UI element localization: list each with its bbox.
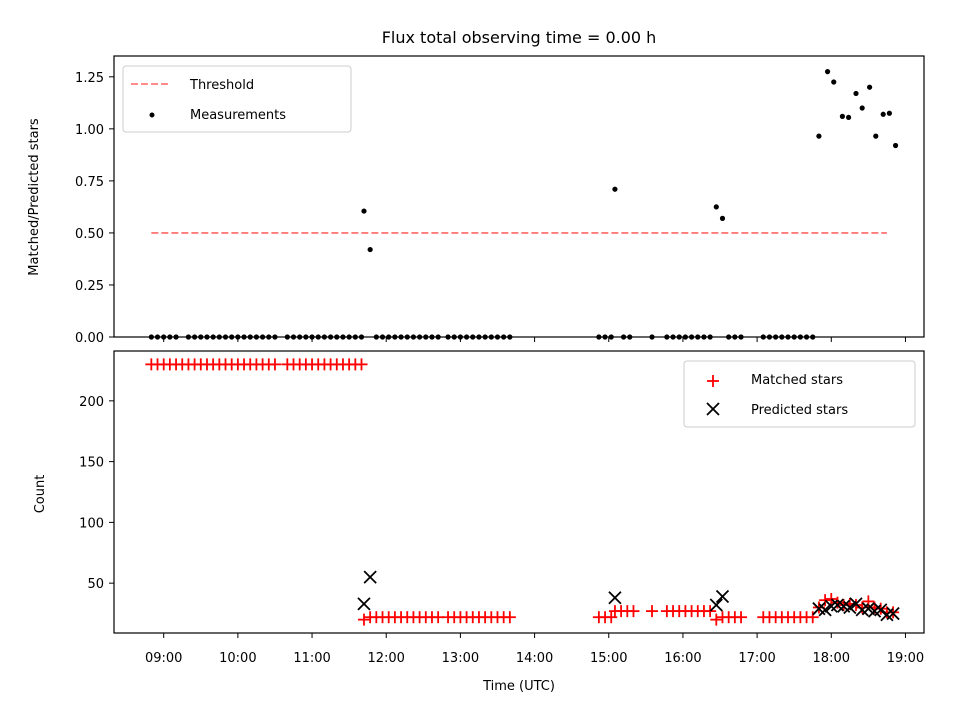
predicted-star-point <box>357 597 371 611</box>
count-y-tick-label: 100 <box>79 516 104 531</box>
measurement-point <box>880 111 886 117</box>
ratio-legend-box <box>122 65 352 133</box>
x-axis-label: Time (UTC) <box>482 679 555 694</box>
matched-star-point <box>704 605 717 618</box>
matched-star-point <box>825 592 838 605</box>
x-tick-label: 12:00 <box>367 651 404 666</box>
measurements-legend-swatch <box>149 112 155 118</box>
threshold-legend-label: Threshold <box>189 78 254 93</box>
measurement-point <box>859 105 865 111</box>
predicted-star-point <box>874 603 888 617</box>
ratio-y-tick-label: 0.50 <box>75 227 104 242</box>
count-panel-frame <box>113 350 925 634</box>
x-tick-label: 18:00 <box>813 651 850 666</box>
x-tick-label: 10:00 <box>219 651 256 666</box>
measurement-point <box>853 90 859 97</box>
ratio-legend: Threshold Measurements <box>122 65 352 133</box>
x-tick-label: 19:00 <box>887 651 924 666</box>
count-panel: 50 100 150 200 09:00 10:00 11:00 12:00 13:00 14:0… <box>33 350 925 694</box>
measurement-point <box>367 246 373 253</box>
x-tick-label: 13:00 <box>442 651 479 666</box>
measurement-point <box>867 84 873 90</box>
matched-star-point <box>806 611 819 624</box>
measurement-point <box>824 69 831 75</box>
measurement-point <box>831 79 837 85</box>
matched-legend-swatch <box>707 375 719 387</box>
ratio-y-tick-label: 1.00 <box>75 123 104 138</box>
ratio-y-tick-label: 0.00 <box>75 331 104 346</box>
ratio-panel-frame <box>113 55 925 338</box>
matched-star-point <box>831 596 844 609</box>
x-tick-label: 15:00 <box>590 651 627 666</box>
measurement-point <box>839 113 846 119</box>
count-y-tick-label: 50 <box>87 577 104 592</box>
measurement-point <box>886 110 892 116</box>
predicted-star-point <box>886 606 900 621</box>
measurement-point <box>892 142 899 149</box>
measurement-point <box>713 204 719 210</box>
measurement-point <box>361 208 367 214</box>
x-tick-label: 11:00 <box>293 651 330 666</box>
predicted-star-point <box>608 591 622 605</box>
measurement-point <box>873 133 879 139</box>
ratio-panel: 0.00 0.25 0.50 0.75 1.00 1.25 Matched/Predict… <box>27 55 925 346</box>
predicted-legend-label: Predicted stars <box>751 403 848 418</box>
measurement-point <box>845 114 852 121</box>
predicted-star-point <box>709 598 723 612</box>
matched-star-point <box>646 605 659 618</box>
predicted-star-point <box>715 589 730 604</box>
count-y-tick-label: 200 <box>79 395 104 410</box>
count-legend-box <box>683 360 916 428</box>
measurement-point <box>816 133 822 139</box>
x-tick-label: 16:00 <box>664 651 701 666</box>
matched-star-point <box>268 358 281 371</box>
measurement-point <box>719 215 726 221</box>
matched-star-point <box>627 605 640 618</box>
predicted-star-point <box>363 570 377 584</box>
ratio-y-axis-label: Matched/Predicted stars <box>27 118 42 276</box>
predicted-star-point <box>818 603 832 617</box>
count-legend: Matched stars Predicted stars <box>683 360 916 428</box>
count-y-tick-label: 150 <box>79 456 104 471</box>
matched-star-point <box>357 613 370 626</box>
matched-star-point <box>735 611 748 624</box>
matched-star-point <box>710 613 723 626</box>
ratio-y-tick-label: 0.25 <box>75 279 104 294</box>
x-tick-label: 09:00 <box>145 651 182 666</box>
predicted-star-point <box>843 600 857 615</box>
measurement-point <box>612 186 618 192</box>
matched-star-point <box>355 358 368 371</box>
count-y-axis-label: Count <box>33 475 48 514</box>
ratio-y-tick-label: 1.25 <box>75 71 104 86</box>
x-tick-label: 17:00 <box>738 651 775 666</box>
matched-legend-label: Matched stars <box>751 373 843 388</box>
matched-star-point <box>605 611 618 624</box>
predicted-legend-swatch <box>706 402 720 416</box>
ratio-y-tick-label: 0.75 <box>75 175 104 190</box>
measurements-legend-label: Measurements <box>190 108 286 123</box>
x-tick-label: 14:00 <box>516 651 553 666</box>
chart-title: Flux total observing time = 0.00 h <box>382 28 657 47</box>
matched-star-point <box>819 594 832 607</box>
matched-star-point <box>503 611 516 624</box>
